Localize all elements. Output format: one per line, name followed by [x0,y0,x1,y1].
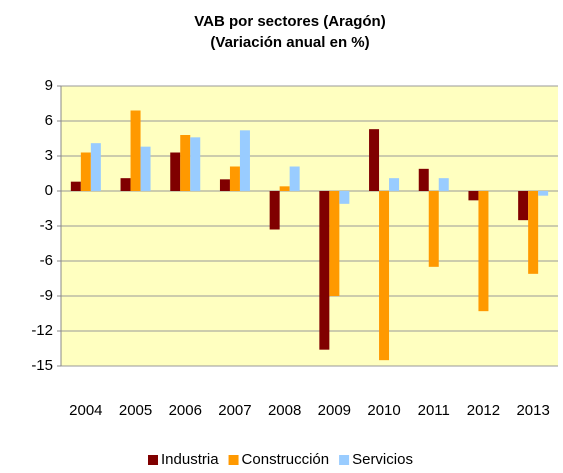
bar [438,178,449,191]
bar [180,135,191,191]
y-tick-label: 6 [45,112,53,129]
bar [90,143,101,191]
bar [468,191,479,201]
x-tick-label: 2005 [119,402,152,419]
legend-swatch [339,455,350,465]
bar [190,137,201,191]
bar [369,129,380,191]
x-tick-label: 2006 [169,402,202,419]
bar [428,191,439,267]
y-tick-label: -3 [40,217,53,234]
legend-swatch [148,455,158,465]
bar [329,191,340,296]
bar [528,191,539,274]
bar [219,179,230,191]
x-tick-label: 2010 [367,402,400,419]
bar [70,181,81,191]
bar [170,152,181,191]
x-tick-label: 2004 [69,402,102,419]
bar [120,178,131,191]
bar [478,191,489,312]
bar [289,166,300,191]
y-tick-label: -12 [31,322,53,339]
bar [319,191,330,350]
bar [418,168,429,191]
x-tick-label: 2011 [418,402,450,419]
y-tick-label: 3 [45,147,53,164]
y-tick-label: -15 [31,357,53,374]
x-tick-label: 2009 [318,402,351,419]
bar [130,110,141,191]
legend-label: Construcción [242,451,330,468]
chart-subtitle: (Variación anual en %) [210,34,369,51]
y-tick-label: 9 [45,77,53,94]
x-tick-label: 2007 [218,402,251,419]
bar [379,191,390,361]
x-tick-label: 2012 [467,402,500,419]
bar [339,191,350,204]
y-tick-label: -6 [40,252,53,269]
bar [389,178,400,191]
y-tick-label: -9 [40,287,53,304]
bar [538,191,549,196]
y-tick-label: 0 [45,182,53,199]
legend-label: Industria [161,451,219,468]
x-tick-label: 2013 [516,402,549,419]
bar [518,191,529,221]
bar [229,166,240,191]
x-tick-label: 2008 [268,402,301,419]
legend-swatch [228,455,239,465]
bar [279,186,290,191]
bar [80,152,91,191]
bar [239,130,250,191]
legend-label: Servicios [352,451,413,468]
bar [140,146,151,191]
chart-title: VAB por sectores (Aragón) [194,13,385,30]
bar [269,191,280,230]
